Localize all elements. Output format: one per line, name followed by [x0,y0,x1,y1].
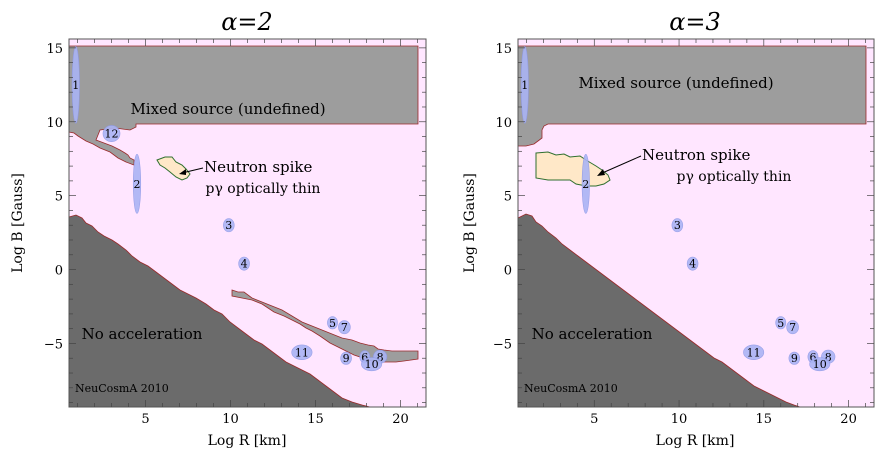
label-no-acceleration: No acceleration [82,325,203,343]
label-no-acceleration: No acceleration [532,325,653,343]
source-4 [686,256,699,271]
source-label-5: 5 [329,317,336,330]
source-11 [291,344,313,361]
y-tick-label: 0 [504,264,512,279]
y-tick-label: −5 [44,337,63,352]
label-mixed-source: Mixed source (undefined) [578,74,773,92]
source-label-3: 3 [225,219,232,232]
source-label-12: 12 [105,128,119,141]
region-no-acceleration [517,213,801,408]
source-11 [743,344,765,361]
source-10 [809,357,831,372]
y-axis-label: Log B [Gauss] [10,173,26,273]
source-label-2: 2 [134,178,141,191]
watermark: NeuCosmA 2010 [524,382,618,395]
source-1 [520,46,529,124]
label-optically-thin: pγ optically thin [677,169,792,185]
watermark: NeuCosmA 2010 [75,382,169,395]
label-neutron-spike: Neutron spike [642,146,751,164]
x-tick-label: 15 [307,412,324,427]
source-2 [132,153,142,214]
source-label-6: 6 [361,351,368,364]
source-label-4: 4 [689,258,696,271]
source-label-7: 7 [789,321,796,334]
panel-title: α=2 [221,8,273,36]
source-9 [340,351,352,365]
source-9 [788,351,801,365]
label-neutron-spike: Neutron spike [204,158,313,176]
source-label-7: 7 [341,321,348,334]
source-3 [671,218,684,233]
y-tick-label: 5 [55,190,63,205]
source-label-9: 9 [791,352,798,365]
source-5 [775,316,787,330]
source-1 [71,46,80,124]
y-tick-label: 10 [46,116,63,131]
source-3 [223,218,235,233]
region-no-acceleration [68,214,371,408]
source-label-9: 9 [343,352,350,365]
source-label-1: 1 [72,79,79,92]
y-tick-label: 10 [495,116,512,131]
region-mixed-band [231,289,419,363]
source-2 [581,153,590,214]
y-axis-label: Log B [Gauss] [462,173,478,273]
source-label-2: 2 [582,178,589,191]
y-tick-label: −5 [493,337,512,352]
x-axis-label: Log R [km] [208,433,287,449]
y-tick-label: 0 [55,264,63,279]
source-4 [238,256,250,271]
source-label-3: 3 [674,219,681,232]
x-tick-label: 20 [392,412,409,427]
y-tick-label: 15 [46,42,63,57]
source-5 [327,316,338,330]
y-tick-label: 5 [504,190,512,205]
region-neutron-spike [535,151,611,187]
source-7 [338,320,351,335]
x-axis-label: Log R [km] [656,433,735,449]
source-label-11: 11 [747,346,761,359]
x-tick-label: 5 [590,412,598,427]
source-label-11: 11 [295,346,309,359]
spike-arrowhead [179,169,186,175]
source-label-1: 1 [521,79,528,92]
panel-alpha-3: α=3 1 2 3 4 5 6 7 8 9 10 11 Mixed source (undefine… [462,8,875,449]
source-10 [361,357,383,372]
source-7 [786,320,799,335]
source-label-8: 8 [377,351,384,364]
x-tick-label: 20 [840,412,857,427]
label-mixed-source: Mixed source (undefined) [130,100,325,118]
label-optically-thin: pγ optically thin [206,181,321,197]
region-mixed-source [68,45,419,166]
source-label-5: 5 [777,317,784,330]
source-label-8: 8 [825,351,832,364]
source-label-10: 10 [365,358,379,371]
region-mixed-source [517,45,867,147]
y-tick-label: 15 [495,42,512,57]
x-tick-label: 5 [141,412,149,427]
x-tick-label: 10 [222,412,239,427]
x-tick-label: 10 [671,412,688,427]
source-12 [102,125,121,143]
spike-arrow [599,155,642,175]
source-label-6: 6 [809,351,816,364]
x-tick-label: 15 [756,412,773,427]
panel-title: α=3 [669,8,721,36]
source-label-10: 10 [813,358,827,371]
sources-group: 1 2 3 4 5 6 7 8 9 10 11 [520,46,836,372]
source-label-4: 4 [241,258,248,271]
spike-arrowhead [597,169,605,176]
